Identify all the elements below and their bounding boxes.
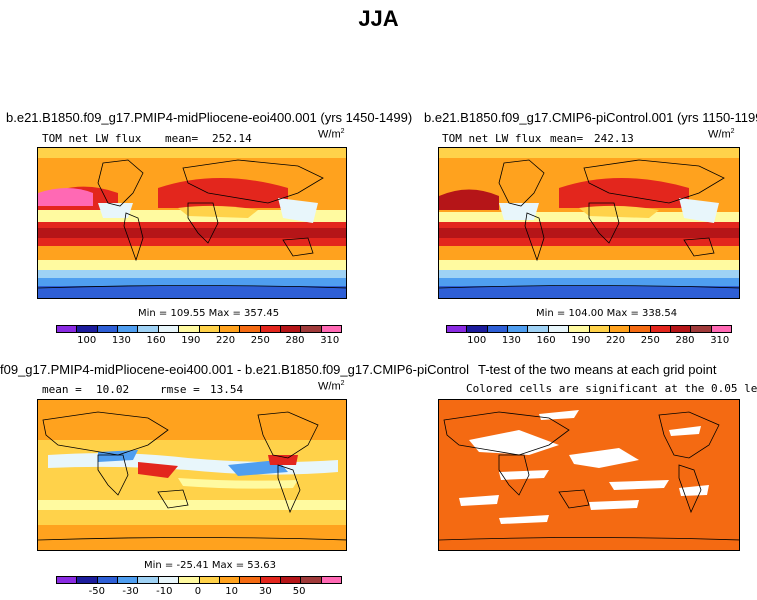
panel3-mean: 10.02 xyxy=(96,383,130,396)
panel3-colorbar xyxy=(56,576,342,584)
panel1-variable: TOM net LW flux xyxy=(42,132,142,145)
colorbar-swatch xyxy=(280,326,302,332)
panel1-map xyxy=(37,147,347,299)
panel1-colorbar xyxy=(56,325,342,333)
colorbar-swatch xyxy=(199,326,220,332)
panel2-colorbar xyxy=(446,325,732,333)
colorbar-swatch xyxy=(569,326,590,332)
colorbar-swatch xyxy=(301,326,322,332)
panel4-subtitle: Colored cells are significant at the 0.0… xyxy=(466,382,757,395)
colorbar-swatch xyxy=(118,577,139,583)
colorbar-swatch xyxy=(118,326,139,332)
panel1-minmax: Min = 109.55 Max = 357.45 xyxy=(138,308,280,319)
colorbar-swatch xyxy=(138,577,159,583)
colorbar-swatch xyxy=(630,326,651,332)
colorbar-swatch xyxy=(528,326,549,332)
colorbar-swatch xyxy=(260,577,281,583)
colorbar-swatch xyxy=(199,577,220,583)
colorbar-swatch xyxy=(280,577,302,583)
panel1-units: W/m2 xyxy=(318,128,345,141)
panel4-map xyxy=(438,399,740,551)
panel2-units: W/m2 xyxy=(708,128,735,141)
colorbar-swatch xyxy=(240,577,261,583)
colorbar-swatch xyxy=(240,326,261,332)
colorbar-tick-label: 280 xyxy=(675,335,695,346)
colorbar-swatch xyxy=(691,326,712,332)
colorbar-tick-label: 220 xyxy=(216,335,236,346)
colorbar-tick-label: 30 xyxy=(259,586,272,597)
colorbar-swatch xyxy=(219,326,241,332)
colorbar-swatch xyxy=(57,577,78,583)
colorbar-tick-label: 160 xyxy=(536,335,556,346)
panel2-variable: TOM net LW flux xyxy=(442,132,542,145)
colorbar-swatch xyxy=(301,577,322,583)
panel2-mean: 242.13 xyxy=(594,132,634,145)
colorbar-tick-label: 310 xyxy=(710,335,730,346)
panel1-mean-label: mean= xyxy=(165,132,199,145)
panel3-colorbar-ticks: -50 -30 -10 0 10 30 50 xyxy=(56,586,342,600)
panel2-map xyxy=(438,147,740,299)
colorbar-swatch xyxy=(711,326,732,332)
panel1-title: b.e21.B1850.f09_g17.PMIP4-midPliocene-eo… xyxy=(6,110,413,125)
colorbar-swatch xyxy=(158,326,180,332)
panel2-minmax: Min = 104.00 Max = 338.54 xyxy=(536,308,678,319)
colorbar-swatch xyxy=(321,577,342,583)
colorbar-swatch xyxy=(548,326,570,332)
colorbar-tick-label: 160 xyxy=(146,335,166,346)
panel3-rmse-label: rmse = xyxy=(160,383,200,396)
colorbar-swatch xyxy=(508,326,529,332)
panel2-mean-label: mean= xyxy=(550,132,584,145)
colorbar-tick-label: 250 xyxy=(640,335,660,346)
figure-title: JJA xyxy=(358,6,399,31)
colorbar-tick-label: 0 xyxy=(194,586,202,597)
colorbar-tick-label: 130 xyxy=(501,335,521,346)
colorbar-swatch xyxy=(77,326,98,332)
colorbar-swatch xyxy=(158,577,180,583)
colorbar-swatch xyxy=(467,326,488,332)
colorbar-tick-label: 220 xyxy=(606,335,626,346)
colorbar-swatch xyxy=(179,326,200,332)
panel3-minmax: Min = -25.41 Max = 53.63 xyxy=(144,560,276,571)
colorbar-swatch xyxy=(219,577,241,583)
colorbar-swatch xyxy=(77,577,98,583)
colorbar-tick-label: 250 xyxy=(250,335,270,346)
colorbar-tick-label: 100 xyxy=(467,335,487,346)
colorbar-tick-label: 190 xyxy=(571,335,591,346)
panel1-mean: 252.14 xyxy=(212,132,252,145)
panel4-title: T-test of the two means at each grid poi… xyxy=(478,362,717,377)
colorbar-tick-label: 10 xyxy=(225,586,239,597)
panel3-title: f09_g17.PMIP4-midPliocene-eoi400.001 - b… xyxy=(0,362,470,377)
colorbar-swatch xyxy=(138,326,159,332)
panel1-colorbar-ticks: 100 130 160 190 220 250 280 310 xyxy=(56,335,342,349)
colorbar-swatch xyxy=(57,326,78,332)
colorbar-tick-label: 190 xyxy=(181,335,201,346)
colorbar-tick-label: -10 xyxy=(156,586,173,597)
colorbar-tick-label: 50 xyxy=(292,586,306,597)
colorbar-swatch xyxy=(487,326,509,332)
panel2-title: b.e21.B1850.f09_g17.CMIP6-piControl.001 … xyxy=(424,110,757,125)
colorbar-swatch xyxy=(97,577,119,583)
colorbar-swatch xyxy=(650,326,671,332)
colorbar-swatch xyxy=(447,326,468,332)
colorbar-tick-label: -50 xyxy=(88,586,106,597)
panel3-units: W/m2 xyxy=(318,380,345,393)
colorbar-swatch xyxy=(179,577,200,583)
colorbar-swatch xyxy=(321,326,342,332)
panel3-mean-label: mean = xyxy=(42,383,82,396)
colorbar-tick-label: -30 xyxy=(122,586,139,597)
colorbar-tick-label: 100 xyxy=(77,335,97,346)
colorbar-swatch xyxy=(670,326,692,332)
colorbar-swatch xyxy=(260,326,281,332)
panel3-map xyxy=(37,399,347,551)
colorbar-swatch xyxy=(97,326,119,332)
colorbar-tick-label: 310 xyxy=(320,335,340,346)
colorbar-swatch xyxy=(589,326,610,332)
colorbar-swatch xyxy=(609,326,631,332)
colorbar-tick-label: 130 xyxy=(111,335,131,346)
panel3-rmse: 13.54 xyxy=(210,383,244,396)
panel2-colorbar-ticks: 100 130 160 190 220 250 280 310 xyxy=(446,335,732,349)
colorbar-tick-label: 280 xyxy=(285,335,305,346)
